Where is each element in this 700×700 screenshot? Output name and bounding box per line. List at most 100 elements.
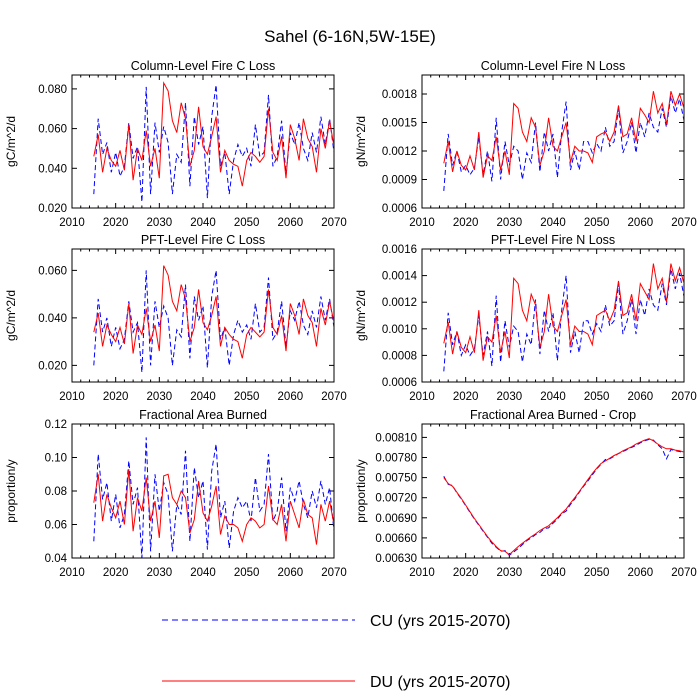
x-tick-label: 2030 <box>497 217 523 229</box>
x-tick-label: 2030 <box>147 391 173 403</box>
legend: CU (yrs 2015-2070) DU (yrs 2015-2070) <box>162 613 511 691</box>
x-tick-label: 2050 <box>584 567 610 579</box>
y-tick-label: 0.00810 <box>375 432 417 444</box>
y-axis-label: gN/m^2/d <box>354 116 368 167</box>
y-axis-label: proportion/y <box>4 459 18 522</box>
y-tick-label: 0.04 <box>45 553 68 565</box>
chart-title: Fractional Area Burned <box>139 408 267 422</box>
x-tick-label: 2060 <box>278 391 304 403</box>
y-tick-label: 0.00750 <box>375 473 417 485</box>
x-tick-label: 2060 <box>628 217 654 229</box>
x-tick-label: 2010 <box>59 567 85 579</box>
chart-title: Fractional Area Burned - Crop <box>470 408 636 422</box>
x-tick-label: 2040 <box>190 217 216 229</box>
series-line-cu <box>443 95 684 191</box>
x-tick-label: 2040 <box>190 567 216 579</box>
series-line-du <box>93 469 334 545</box>
x-tick-label: 2030 <box>147 567 173 579</box>
x-tick-label: 2010 <box>59 217 85 229</box>
plot-frame <box>421 74 685 209</box>
y-tick-label: 0.0018 <box>382 89 417 101</box>
series-line-du <box>93 265 334 359</box>
x-tick-label: 2070 <box>671 391 697 403</box>
y-tick-label: 0.12 <box>45 419 67 431</box>
chart-panels: Column-Level Fire C Loss gC/m^2/d 2010 2020… <box>4 59 697 579</box>
x-tick-label: 2030 <box>497 567 523 579</box>
y-tick-label: 0.0012 <box>382 146 417 158</box>
series-line-du <box>443 91 684 178</box>
y-tick-label: 0.040 <box>38 163 67 175</box>
series-line-cu <box>443 268 684 372</box>
x-tick-label: 2040 <box>540 391 566 403</box>
x-tick-label: 2020 <box>103 391 129 403</box>
y-axis-label: proportion/y <box>354 459 368 522</box>
y-tick-label: 0.00690 <box>375 513 417 525</box>
x-tick-label: 2070 <box>321 567 347 579</box>
y-tick-label: 0.0006 <box>382 203 417 215</box>
chart-title: Column-Level Fire C Loss <box>131 59 276 73</box>
y-axis-label: gC/m^2/d <box>4 116 18 167</box>
y-tick-label: 0.0006 <box>382 377 417 389</box>
y-tick-label: 0.10 <box>45 453 67 465</box>
x-tick-label: 2060 <box>628 567 654 579</box>
x-tick-label: 2050 <box>234 567 260 579</box>
x-tick-label: 2060 <box>278 567 304 579</box>
chart-panel-p5: Fractional Area Burned proportion/y 2010 20… <box>4 408 347 579</box>
y-tick-label: 0.0014 <box>382 271 418 283</box>
plot-frame <box>421 423 685 559</box>
x-tick-label: 2010 <box>409 217 435 229</box>
y-tick-label: 0.040 <box>38 313 67 325</box>
x-tick-label: 2020 <box>453 391 479 403</box>
x-tick-label: 2050 <box>584 217 610 229</box>
x-tick-label: 2060 <box>278 217 304 229</box>
series-line-cu <box>93 270 334 373</box>
y-tick-label: 0.0012 <box>382 297 417 309</box>
x-tick-label: 2050 <box>584 391 610 403</box>
chart-panel-p1: Column-Level Fire C Loss gC/m^2/d 2010 2020… <box>4 59 347 229</box>
plot-frame <box>71 423 335 559</box>
x-tick-label: 2030 <box>147 217 173 229</box>
series-line-du <box>443 438 684 556</box>
y-tick-label: 0.06 <box>45 520 67 532</box>
x-tick-label: 2020 <box>453 567 479 579</box>
plot-frame <box>71 74 335 209</box>
chart-panel-p2: Column-Level Fire N Loss gN/m^2/d 2010 2020… <box>354 59 697 229</box>
x-tick-label: 2070 <box>321 217 347 229</box>
y-tick-label: 0.0008 <box>382 350 417 362</box>
y-tick-label: 0.08 <box>45 486 67 498</box>
series-line-cu <box>443 438 684 556</box>
y-tick-label: 0.060 <box>38 124 67 136</box>
y-tick-label: 0.0015 <box>382 118 417 130</box>
x-tick-label: 2070 <box>671 217 697 229</box>
x-tick-label: 2070 <box>321 391 347 403</box>
x-tick-label: 2010 <box>409 567 435 579</box>
y-tick-label: 0.0016 <box>382 244 417 256</box>
legend-du-label: DU (yrs 2015-2070) <box>370 674 511 691</box>
y-tick-label: 0.00660 <box>375 533 417 545</box>
y-tick-label: 0.00720 <box>375 493 417 505</box>
y-tick-label: 0.00630 <box>375 553 417 565</box>
series-line-du <box>93 81 334 187</box>
series-line-cu <box>93 84 334 203</box>
x-tick-label: 2040 <box>540 217 566 229</box>
x-tick-label: 2030 <box>497 391 523 403</box>
x-tick-label: 2020 <box>453 217 479 229</box>
y-axis-label: gN/m^2/d <box>354 290 368 341</box>
y-tick-label: 0.00780 <box>375 453 417 465</box>
series-line-cu <box>93 437 334 558</box>
y-tick-label: 0.020 <box>38 203 67 215</box>
chart-title: PFT-Level Fire N Loss <box>491 233 615 247</box>
y-axis-label: gC/m^2/d <box>4 290 18 341</box>
y-tick-label: 0.020 <box>38 360 67 372</box>
y-tick-label: 0.080 <box>38 84 67 96</box>
chart-panel-p6: Fractional Area Burned - Crop proportion/… <box>354 408 697 579</box>
x-tick-label: 2050 <box>234 391 260 403</box>
y-tick-label: 0.0010 <box>382 324 417 336</box>
x-tick-label: 2040 <box>540 567 566 579</box>
chart-title: PFT-Level Fire C Loss <box>141 233 265 247</box>
x-tick-label: 2070 <box>671 567 697 579</box>
page-title: Sahel (6-16N,5W-15E) <box>264 27 436 46</box>
x-tick-label: 2060 <box>628 391 654 403</box>
chart-panel-p4: PFT-Level Fire N Loss gN/m^2/d 2010 2020 203… <box>354 233 697 403</box>
x-tick-label: 2040 <box>190 391 216 403</box>
